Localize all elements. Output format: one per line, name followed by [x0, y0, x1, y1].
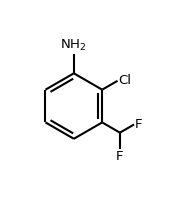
Text: F: F [135, 118, 143, 131]
Text: Cl: Cl [119, 74, 132, 87]
Text: F: F [116, 150, 124, 163]
Text: NH$_2$: NH$_2$ [60, 38, 86, 53]
